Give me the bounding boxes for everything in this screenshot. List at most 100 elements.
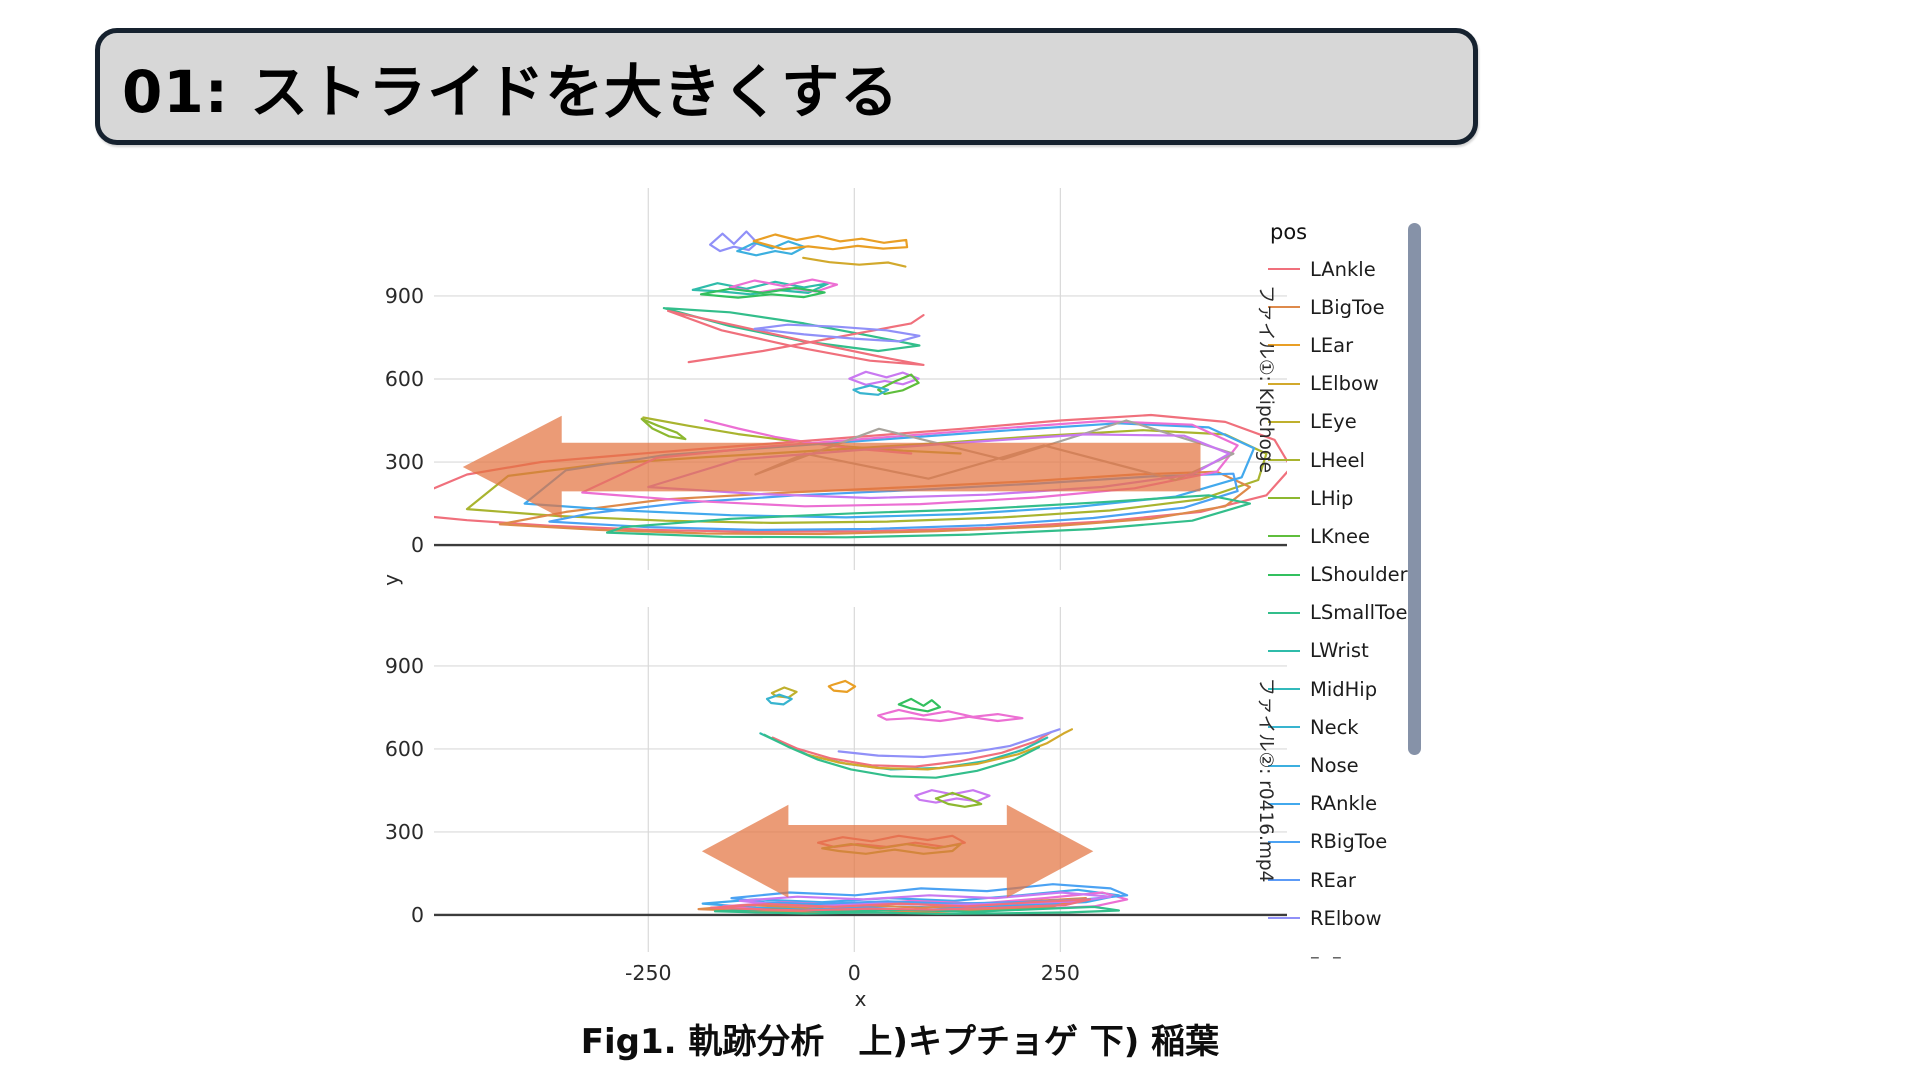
trace-RElbow-torso [753, 323, 921, 343]
legend-item-label: MidHip [1310, 677, 1378, 701]
legend-swatch [1268, 649, 1300, 652]
trace-LHip-curl [640, 417, 687, 441]
trace-RKnee-hip [914, 789, 991, 804]
trace-Neck-head [765, 693, 793, 706]
trace-LSmallToe-arc [763, 733, 1041, 779]
y-tick-label: 600 [385, 367, 424, 391]
trace-RWrist-head [877, 708, 1024, 723]
x-tick-label: 250 [1041, 961, 1080, 985]
legend-item-lear: LEar [1268, 326, 1418, 364]
trace-LEar-head [827, 679, 857, 694]
legend-item-lhip: LHip [1268, 479, 1418, 517]
legend-item-lheel: LHeel [1268, 441, 1418, 479]
x-axis-label: x [855, 987, 867, 1010]
y-tick-label: 600 [385, 737, 424, 761]
legend-item-label: LEar [1310, 333, 1354, 357]
legend-item-lknee: LKnee [1268, 517, 1418, 555]
legend-item-lsmalltoe: LSmallToe [1268, 594, 1418, 632]
trace-LElbow-head [802, 256, 907, 268]
y-axis-label: y [379, 574, 403, 586]
legend-swatch [1268, 840, 1300, 843]
legend-item-label: LBigToe [1310, 295, 1385, 319]
trace-Neck-mid [852, 384, 890, 396]
legend-item-label: LHeel [1310, 448, 1365, 472]
legend-item-label: LAnkle [1310, 257, 1376, 281]
legend-swatch [1268, 764, 1300, 767]
trace-RHip-torso-a [666, 309, 925, 366]
trace-LElbow-arc [804, 728, 1074, 771]
legend-item-label: LElbow [1310, 372, 1379, 396]
legend-item-label: LHip [1310, 486, 1354, 510]
legend-item-leye: LEye [1268, 403, 1418, 441]
legend-item-label: LKnee [1310, 524, 1371, 548]
x-tick-label: 0 [848, 961, 861, 985]
trace-RBigToe-feet [730, 883, 1129, 906]
legend-item-truncated: – – [1268, 937, 1418, 975]
trace-LHip-hip [934, 791, 983, 808]
legend-item-label: RBigToe [1310, 830, 1388, 854]
legend-swatch [1268, 917, 1300, 920]
trace-MidHip-low [605, 494, 1252, 539]
legend-swatch [1268, 344, 1300, 347]
y-tick-label: 300 [385, 820, 424, 844]
legend-item-lelbow: LElbow [1268, 365, 1418, 403]
legend-item-relbow: RElbow [1268, 899, 1418, 937]
legend-item-label: Nose [1310, 754, 1359, 778]
legend-swatch [1268, 306, 1300, 309]
trace-LAnkle-arc [771, 730, 1053, 768]
legend-item-rear: REar [1268, 861, 1418, 899]
legend-item-rbigtoe: RBigToe [1268, 823, 1418, 861]
legend-swatch [1268, 268, 1300, 271]
stride-arrow-1 [462, 415, 1201, 519]
legend-swatch [1268, 459, 1300, 462]
legend-item-lshoulder: LShoulder [1268, 556, 1418, 594]
legend-item-label: RElbow [1310, 906, 1382, 930]
slide-title-bar: 01: ストライドを大きくする [95, 28, 1478, 145]
trace-LAnkle-feet [709, 898, 1092, 912]
legend-item-lankle: LAnkle [1268, 250, 1418, 288]
y-tick-label: 900 [385, 654, 424, 678]
legend-items: LAnkle LBigToe LEar LElbow LEye LHeel LHip LKne… [1268, 250, 1418, 976]
legend-swatch [1268, 802, 1300, 805]
legend-item-label: REar [1310, 868, 1356, 892]
trace-LShoulder [699, 286, 826, 299]
trace-LEar-head [752, 233, 909, 251]
legend-swatch [1268, 726, 1300, 729]
trace-LShoulder-head [897, 697, 942, 713]
page-title: 01: ストライドを大きくする [122, 57, 900, 126]
legend-item-label: RAnkle [1310, 792, 1378, 816]
y-tick-label: 300 [385, 450, 424, 474]
legend-item-label: LShoulder [1310, 563, 1408, 587]
legend-item-neck: Neck [1268, 708, 1418, 746]
legend-item-label: LEye [1310, 410, 1357, 434]
legend-item-lbigtoe: LBigToe [1268, 288, 1418, 326]
legend-item-label: LSmallToe [1310, 601, 1408, 625]
figure-caption: Fig1. 軌跡分析 上)キプチョゲ 下) 稲葉 [580, 1022, 1220, 1062]
stride-arrow-2 [701, 804, 1094, 898]
chart-legend: pos LAnkle LBigToe LEar LElbow LEye LHeel LHip… [1268, 220, 1418, 976]
x-tick-label: -250 [625, 961, 672, 985]
legend-item-rankle: RAnkle [1268, 785, 1418, 823]
y-tick-label: 0 [411, 903, 424, 927]
trajectory-chart-svg: 0 300 600 900 0 300 600 900 -250 0 250 x y [379, 188, 1287, 1010]
y-tick-label: 900 [385, 284, 424, 308]
legend-item-midhip: MidHip [1268, 670, 1418, 708]
legend-swatch [1268, 535, 1300, 538]
y-tick-label: 0 [411, 533, 424, 557]
trace-RWrist-shoulder [728, 278, 839, 294]
legend-swatch [1268, 879, 1300, 882]
legend-swatch [1268, 688, 1300, 691]
trace-RBigToe-loop [548, 472, 1239, 532]
trace-MidHip-feet [713, 905, 1121, 915]
trace-RElbow-head [708, 230, 759, 253]
legend-item-nose: Nose [1268, 746, 1418, 784]
legend-swatch [1268, 497, 1300, 500]
trace-RElbow-arc [837, 728, 1061, 759]
scrollbar-thumb[interactable] [1408, 223, 1421, 755]
legend-item-lwrist: LWrist [1268, 632, 1418, 670]
legend-swatch [1268, 420, 1300, 423]
legend-truncated-marks: – – [1310, 944, 1345, 968]
legend-title: pos [1270, 220, 1308, 244]
